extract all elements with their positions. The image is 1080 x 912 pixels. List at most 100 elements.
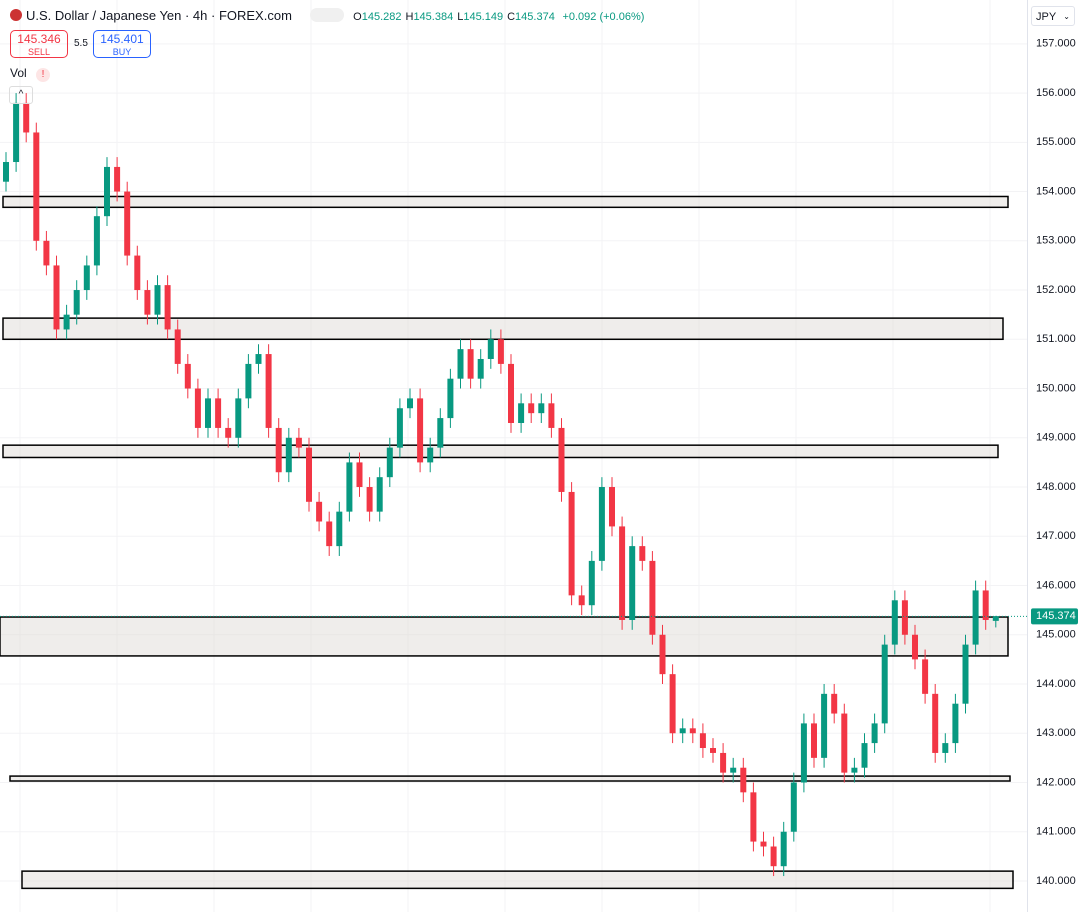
candle-body xyxy=(780,831,787,867)
candle-body xyxy=(861,743,868,768)
candle-body xyxy=(962,644,969,704)
y-tick-label: 145.000 xyxy=(1036,629,1076,641)
candle-body xyxy=(811,723,817,758)
y-tick-label: 143.000 xyxy=(1036,727,1076,739)
candle-body xyxy=(942,743,949,753)
y-tick-label: 140.000 xyxy=(1036,875,1076,887)
candle-body xyxy=(13,102,20,163)
change: +0.092 (+0.06%) xyxy=(562,11,645,23)
ohlc-value: 145.384 xyxy=(413,11,454,23)
y-tick-label: 141.000 xyxy=(1036,826,1076,838)
candle-body xyxy=(477,358,484,379)
chart-title: U.S. Dollar / Japanese Yen · 4h · FOREX.… xyxy=(26,8,292,23)
candle-body xyxy=(43,240,50,266)
sell-button[interactable]: 145.346 SELL xyxy=(10,30,68,58)
candle-body xyxy=(376,477,383,512)
candle-body xyxy=(689,728,696,734)
last-price-box xyxy=(1031,608,1078,625)
candle-body xyxy=(821,693,828,758)
candle-body xyxy=(558,427,565,492)
candle-body xyxy=(326,521,333,547)
candle-body xyxy=(366,487,373,512)
candle-body xyxy=(437,418,444,448)
candle-body xyxy=(720,752,727,773)
candle-body xyxy=(205,398,211,428)
candle-body xyxy=(134,255,141,291)
candle-body xyxy=(396,408,403,448)
candle-body xyxy=(548,403,555,428)
candle-body xyxy=(73,290,80,315)
candle-body xyxy=(831,693,838,714)
candle-body xyxy=(578,595,585,606)
candle-body xyxy=(447,378,454,419)
candle-body xyxy=(144,290,151,315)
candle-body xyxy=(760,841,767,847)
candle-body xyxy=(982,590,989,620)
candle-body xyxy=(184,363,191,389)
candle-body xyxy=(457,349,464,379)
y-tick-label: 154.000 xyxy=(1036,185,1076,197)
candle-body xyxy=(912,634,918,660)
candle-body xyxy=(194,388,201,428)
ohlc-value: 145.149 xyxy=(463,11,504,23)
candle-body xyxy=(790,782,797,832)
candle-body xyxy=(104,166,110,217)
candle-body xyxy=(699,733,706,749)
zone xyxy=(21,870,1014,890)
candle-body xyxy=(285,437,292,473)
candle-body xyxy=(659,634,666,675)
candle-body xyxy=(174,329,181,364)
candle-body xyxy=(255,354,262,364)
sell-label: SELL xyxy=(27,47,51,57)
header: U.S. Dollar / Japanese Yen · 4h · FOREX.… xyxy=(10,8,644,23)
ohlc-value: 145.282 xyxy=(361,11,402,23)
candle-body xyxy=(215,398,222,428)
volume-text: Vol xyxy=(10,66,27,80)
candle-body xyxy=(316,501,323,522)
zone xyxy=(2,195,1009,209)
candle-body xyxy=(518,403,525,424)
candle-body xyxy=(598,487,605,561)
candle-body xyxy=(3,162,9,182)
indicator-toggle[interactable] xyxy=(309,8,344,22)
buy-button[interactable]: 145.401 BUY xyxy=(93,30,151,58)
candle-body xyxy=(407,398,413,409)
candle-body xyxy=(346,462,353,512)
candle-body xyxy=(33,132,40,241)
candle-body xyxy=(851,767,858,773)
y-tick-label: 142.000 xyxy=(1036,776,1076,788)
y-tick-label: 157.000 xyxy=(1036,38,1076,50)
candle-body xyxy=(528,403,535,414)
y-tick-label: 155.000 xyxy=(1036,136,1076,148)
candle-body xyxy=(952,703,959,744)
candle-body xyxy=(740,767,747,793)
candle-body xyxy=(922,659,929,694)
candle-body xyxy=(800,723,807,783)
candle-body xyxy=(972,590,979,645)
y-tick-label: 156.000 xyxy=(1036,87,1076,99)
candle-body xyxy=(53,265,60,330)
y-tick-label: 151.000 xyxy=(1036,333,1076,345)
candle-body xyxy=(487,339,494,359)
candle-body xyxy=(710,748,716,753)
y-tick-label: 153.000 xyxy=(1036,235,1076,247)
candle-body xyxy=(538,403,545,414)
spread: 5.5 xyxy=(74,38,88,49)
candle-body xyxy=(750,792,757,842)
last-price-label: 145.374 xyxy=(1036,610,1076,622)
ohlc-key: O xyxy=(353,11,362,23)
candle-body xyxy=(467,349,474,379)
candle-body xyxy=(629,546,636,620)
candle-body xyxy=(992,616,999,621)
zone xyxy=(9,775,1011,782)
candle-body xyxy=(770,846,777,867)
candle-body xyxy=(841,713,848,773)
currency-selector[interactable]: JPY ⌄ xyxy=(1031,6,1075,26)
collapse-button[interactable]: ^ xyxy=(9,86,33,104)
candle-body xyxy=(649,560,656,635)
candle-body xyxy=(679,728,686,734)
candle-body xyxy=(639,546,646,561)
candle-body xyxy=(93,216,100,266)
buy-price: 145.401 xyxy=(100,32,144,46)
candle-body xyxy=(265,354,272,428)
